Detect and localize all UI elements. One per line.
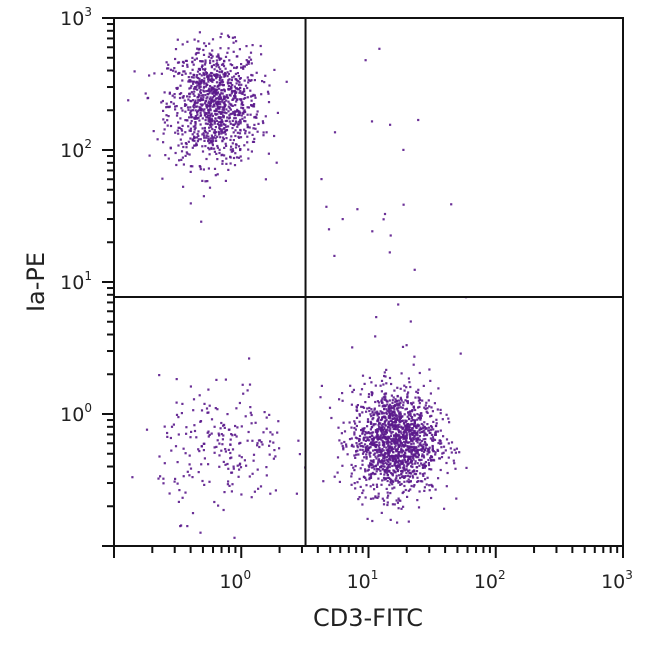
y-tick-label: 103 <box>60 5 92 30</box>
x-tick-label: 102 <box>474 568 506 593</box>
scatter-points <box>127 31 468 539</box>
y-tick-label: 101 <box>60 269 92 294</box>
x-tick-label: 103 <box>601 568 633 593</box>
y-tick-label: 100 <box>60 401 92 426</box>
tick-labels: 100 101 102 103 100 101 102 103 <box>60 5 633 593</box>
y-axis-title: Ia-PE <box>22 252 50 312</box>
x-tick-label: 100 <box>219 568 251 593</box>
x-axis-title: CD3-FITC <box>313 604 423 632</box>
x-tick-label: 101 <box>347 568 379 593</box>
axes <box>102 17 624 558</box>
y-tick-label: 102 <box>60 137 92 162</box>
